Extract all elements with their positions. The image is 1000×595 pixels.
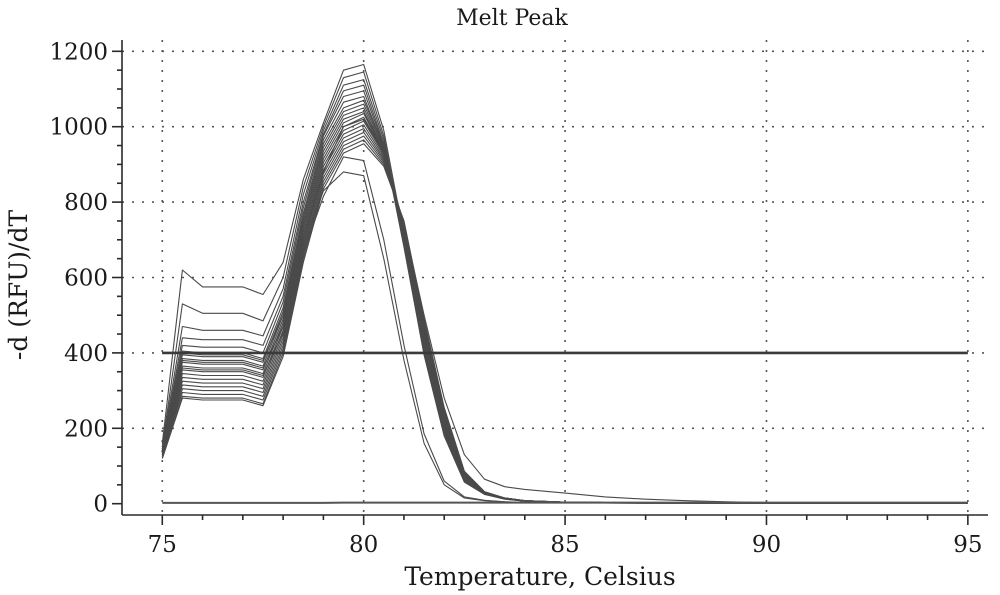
- melt-curve: [161, 118, 968, 504]
- x-tick-label: 80: [349, 532, 378, 558]
- x-tick-label: 95: [953, 532, 982, 558]
- melt-curve: [161, 103, 968, 504]
- ticks: 0 200 400 600 800 1000 1200 75 80 85 90 95: [49, 39, 982, 558]
- y-tick-label: 0: [93, 492, 108, 518]
- series-curves: [161, 63, 968, 504]
- x-tick-label: 90: [752, 532, 781, 558]
- x-tick-label: 85: [550, 532, 579, 558]
- axes: [121, 40, 988, 516]
- y-tick-label: 200: [64, 416, 108, 442]
- y-tick-label: 400: [64, 341, 108, 367]
- y-tick-label: 600: [64, 266, 108, 292]
- y-tick-label: 800: [64, 190, 108, 216]
- grid: [122, 40, 988, 515]
- chart-title: Melt Peak: [456, 6, 568, 31]
- y-tick-label: 1200: [49, 39, 108, 65]
- y-axis-label: -d (RFU)/dT: [4, 210, 33, 361]
- x-axis-label: Temperature, Celsius: [404, 562, 675, 591]
- x-tick-label: 75: [148, 532, 177, 558]
- y-tick-label: 1000: [49, 115, 108, 141]
